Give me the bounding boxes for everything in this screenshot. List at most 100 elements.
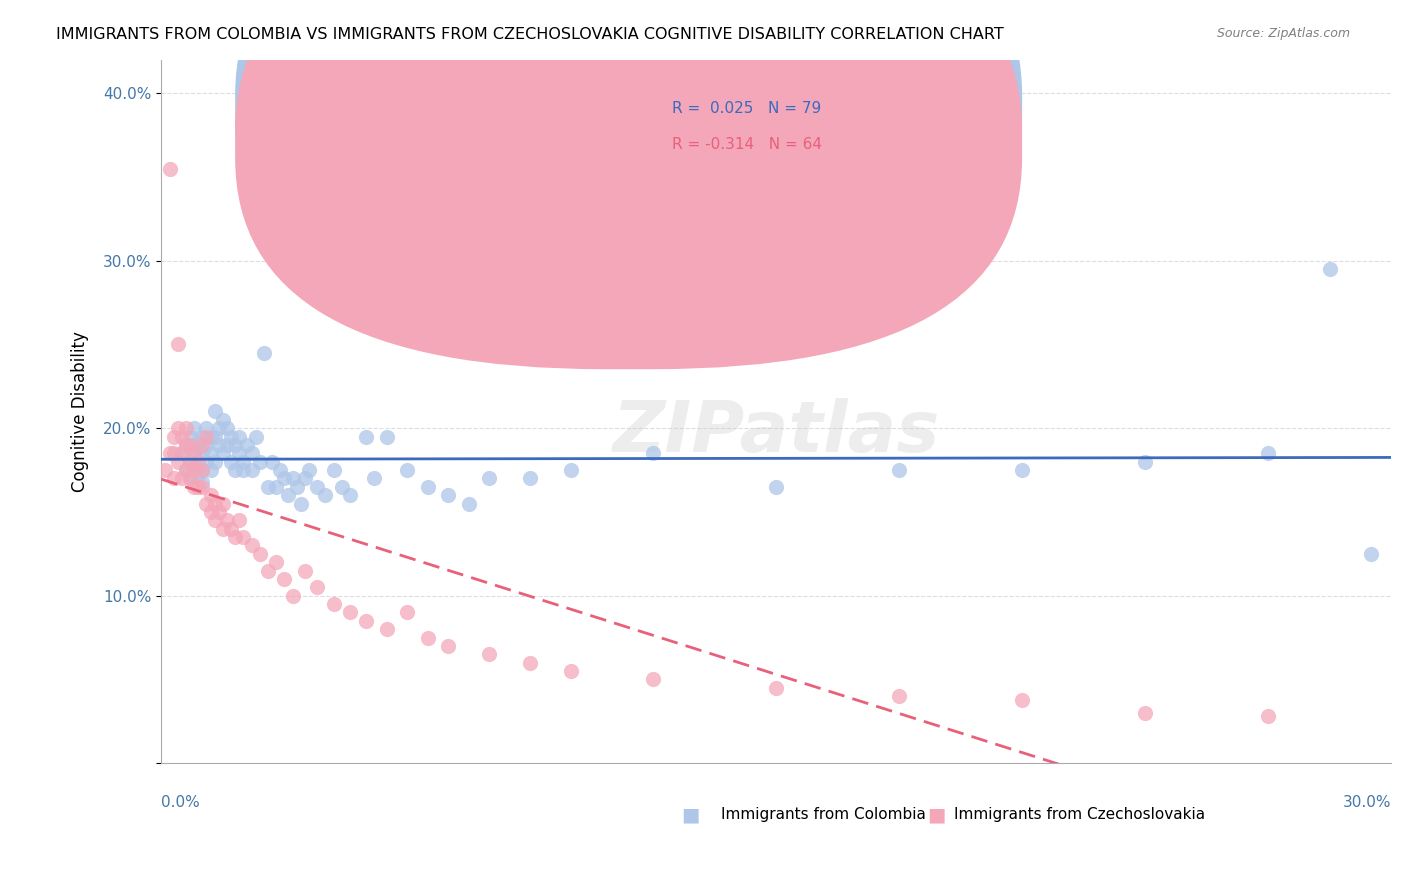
- Point: [187, 442, 209, 456]
- Point: [253, 346, 276, 360]
- Point: [249, 455, 271, 469]
- Point: [170, 446, 193, 460]
- Point: [183, 458, 205, 472]
- Point: [208, 505, 231, 519]
- Point: [1319, 262, 1341, 277]
- Point: [1011, 692, 1033, 706]
- Point: [264, 555, 287, 569]
- Point: [211, 522, 233, 536]
- Point: [1133, 455, 1156, 469]
- Point: [322, 597, 344, 611]
- Text: R =  0.025   N = 79: R = 0.025 N = 79: [672, 102, 821, 116]
- Point: [1011, 463, 1033, 477]
- Point: [191, 475, 214, 489]
- Point: [179, 429, 201, 443]
- Point: [765, 681, 787, 695]
- Point: [195, 421, 218, 435]
- Point: [166, 421, 188, 435]
- Point: [314, 488, 336, 502]
- Text: Immigrants from Czechoslovakia: Immigrants from Czechoslovakia: [955, 807, 1205, 822]
- Point: [174, 438, 197, 452]
- Point: [191, 429, 214, 443]
- Text: Immigrants from Colombia: Immigrants from Colombia: [721, 807, 925, 822]
- FancyBboxPatch shape: [235, 0, 1022, 334]
- Text: ■: ■: [927, 805, 945, 824]
- Point: [163, 429, 186, 443]
- Point: [179, 438, 201, 452]
- Point: [191, 463, 214, 477]
- Point: [204, 513, 226, 527]
- Point: [228, 429, 250, 443]
- Point: [232, 463, 254, 477]
- Point: [204, 429, 226, 443]
- FancyBboxPatch shape: [235, 0, 1022, 369]
- Point: [200, 446, 222, 460]
- Point: [224, 530, 246, 544]
- Point: [191, 480, 214, 494]
- Point: [174, 463, 197, 477]
- Y-axis label: Cognitive Disability: Cognitive Disability: [72, 331, 89, 491]
- Point: [294, 471, 316, 485]
- Point: [560, 463, 582, 477]
- Point: [211, 413, 233, 427]
- Point: [437, 639, 460, 653]
- Text: Source: ZipAtlas.com: Source: ZipAtlas.com: [1216, 27, 1350, 40]
- Point: [245, 429, 267, 443]
- Point: [191, 446, 214, 460]
- Point: [159, 446, 181, 460]
- Point: [183, 446, 205, 460]
- Point: [174, 463, 197, 477]
- Point: [519, 471, 541, 485]
- Point: [1257, 709, 1279, 723]
- Point: [356, 429, 378, 443]
- Point: [183, 480, 205, 494]
- Point: [204, 404, 226, 418]
- Point: [163, 446, 186, 460]
- Point: [187, 455, 209, 469]
- Point: [215, 438, 238, 452]
- Point: [174, 421, 197, 435]
- Point: [285, 480, 308, 494]
- Point: [219, 429, 242, 443]
- Point: [396, 606, 419, 620]
- Point: [179, 455, 201, 469]
- Text: 30.0%: 30.0%: [1343, 795, 1391, 810]
- Point: [232, 455, 254, 469]
- Point: [170, 471, 193, 485]
- Point: [294, 564, 316, 578]
- Point: [183, 446, 205, 460]
- Point: [273, 471, 295, 485]
- Point: [375, 429, 398, 443]
- Point: [208, 438, 231, 452]
- Point: [236, 438, 259, 452]
- Point: [187, 468, 209, 483]
- Point: [264, 480, 287, 494]
- Point: [643, 446, 665, 460]
- Point: [224, 463, 246, 477]
- Point: [166, 455, 188, 469]
- Point: [179, 455, 201, 469]
- Point: [1133, 706, 1156, 720]
- Point: [195, 455, 218, 469]
- Point: [219, 455, 242, 469]
- Point: [208, 421, 231, 435]
- Text: 0.0%: 0.0%: [162, 795, 200, 810]
- Point: [307, 480, 329, 494]
- Point: [179, 471, 201, 485]
- Point: [339, 606, 361, 620]
- Point: [170, 446, 193, 460]
- Point: [307, 580, 329, 594]
- Point: [195, 438, 218, 452]
- Point: [298, 463, 321, 477]
- Point: [375, 622, 398, 636]
- Point: [281, 471, 304, 485]
- Text: ■: ■: [681, 805, 699, 824]
- Point: [195, 497, 218, 511]
- Point: [191, 463, 214, 477]
- Point: [339, 488, 361, 502]
- Point: [560, 664, 582, 678]
- Point: [187, 480, 209, 494]
- Point: [765, 480, 787, 494]
- Point: [204, 497, 226, 511]
- FancyBboxPatch shape: [579, 80, 948, 179]
